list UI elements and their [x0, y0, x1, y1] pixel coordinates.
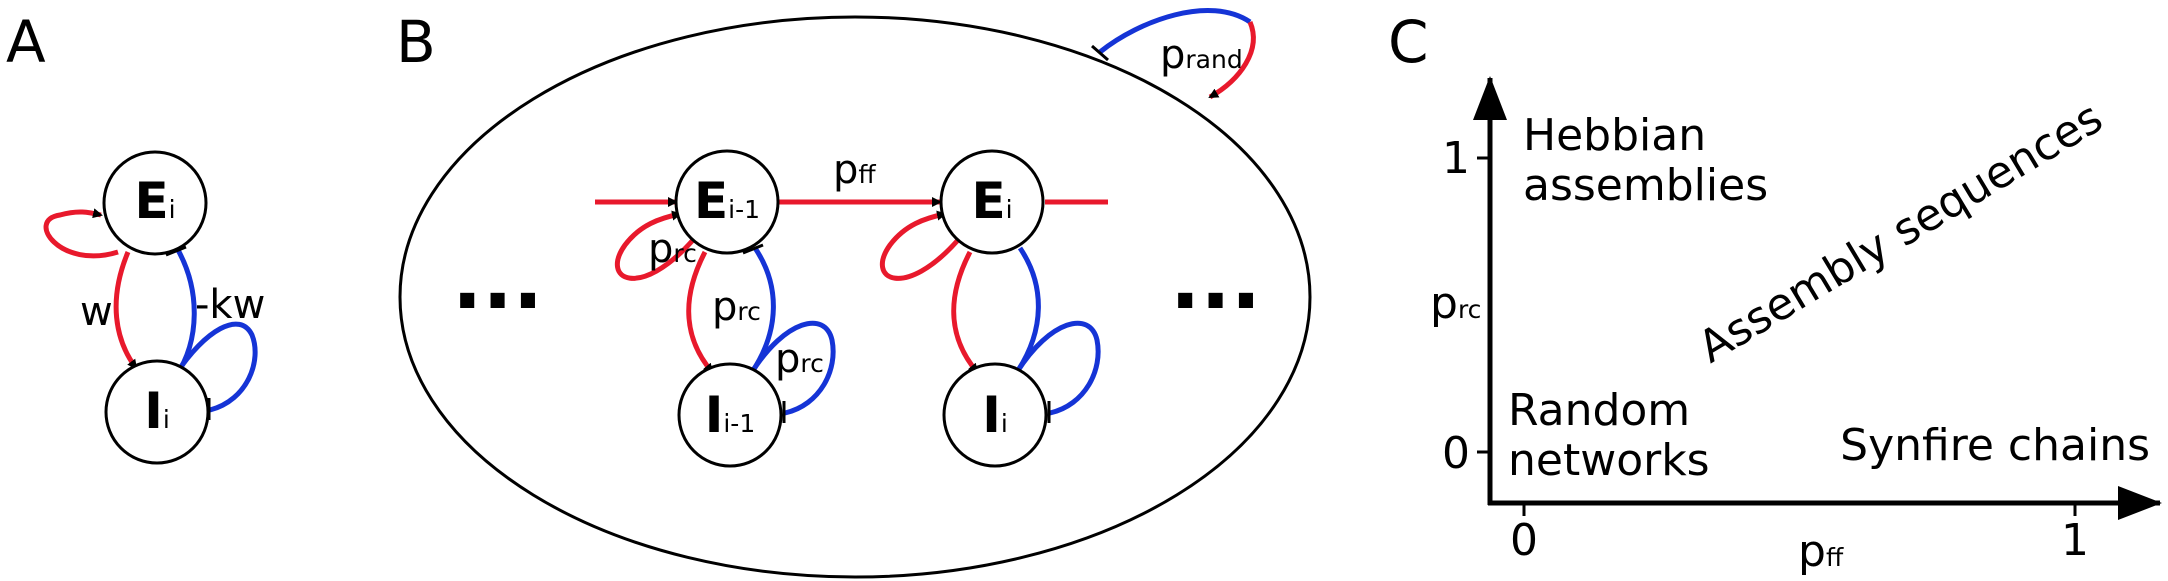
a-i-self-loop [173, 321, 258, 413]
c-x-tick-label-1: 1 [2061, 515, 2089, 566]
b-prand-loop-red [1208, 21, 1256, 100]
panel-a-network: Ei Ii w -kw [43, 150, 265, 465]
b-curr-e-self-loop [879, 210, 960, 281]
c-region-random-line1: Random [1508, 385, 1690, 436]
c-region-sequences: Assembly sequences [1690, 92, 2111, 373]
a-e-self-loop [43, 208, 119, 259]
a-i-node [104, 359, 210, 465]
a-weight-label: w [80, 289, 113, 335]
a-e-to-i-edge [113, 251, 139, 370]
a-neg-weight-label: -kw [195, 282, 265, 328]
c-y-axis-label: prc [1430, 278, 1481, 329]
b-prand-label: prand [1160, 32, 1243, 78]
b-population-ellipse [398, 15, 1312, 579]
a-e-node-label: Ei [134, 172, 175, 230]
b-prc-label-3: prc [775, 336, 824, 382]
panel-b-network: prand ... ... pff Ei-1 Ii-1 prc [398, 8, 1312, 579]
c-y-tick-label-1: 1 [1442, 133, 1470, 184]
c-region-hebbian-line1: Hebbian [1523, 110, 1706, 161]
c-y-tick-label-0: 0 [1442, 428, 1470, 479]
b-curr-i-self-loop [1014, 320, 1101, 416]
b-prand-tick [1091, 44, 1109, 62]
b-i-curr-node [942, 362, 1048, 468]
b-e-curr-label: Ei [971, 172, 1012, 230]
b-prev-e-to-i-edge [686, 250, 714, 374]
b-prc-label-1: prc [648, 226, 697, 272]
b-pff-label: pff [833, 147, 876, 193]
b-i-curr-label: Ii [982, 386, 1008, 444]
b-ellipsis-right: ... [1170, 234, 1261, 327]
b-i-prev-node [677, 362, 783, 468]
b-curr-e-to-i-edge [951, 250, 979, 374]
b-prev-e-self-loop [614, 210, 695, 281]
b-e-prev-label: Ei-1 [694, 172, 760, 230]
c-region-hebbian-line2: assemblies [1523, 160, 1768, 211]
b-prev-i-self-loop [749, 320, 836, 416]
c-x-axis-label: pff [1798, 526, 1844, 577]
panel-label-a: A [6, 8, 46, 76]
c-region-synfire: Synfire chains [1840, 420, 2150, 471]
b-prand-loop-blue [1098, 8, 1252, 54]
panel-c-phase-diagram: 1 0 0 1 prc pff Hebbian assemblies Rando… [1430, 76, 2162, 577]
b-prev-tick-e [742, 243, 764, 255]
b-i-prev-label: Ii-1 [705, 386, 755, 444]
b-ellipsis-left: ... [452, 234, 543, 327]
b-prc-label-2: prc [712, 284, 761, 330]
c-x-tick-label-0: 0 [1510, 515, 1538, 566]
a-e-node [102, 150, 208, 256]
b-e-prev-node [674, 149, 780, 255]
panel-label-c: C [1388, 8, 1429, 76]
c-region-random-line2: networks [1508, 435, 1710, 486]
panel-label-b: B [396, 8, 436, 76]
a-i-node-label: Ii [144, 382, 170, 440]
b-e-curr-node [939, 149, 1045, 255]
